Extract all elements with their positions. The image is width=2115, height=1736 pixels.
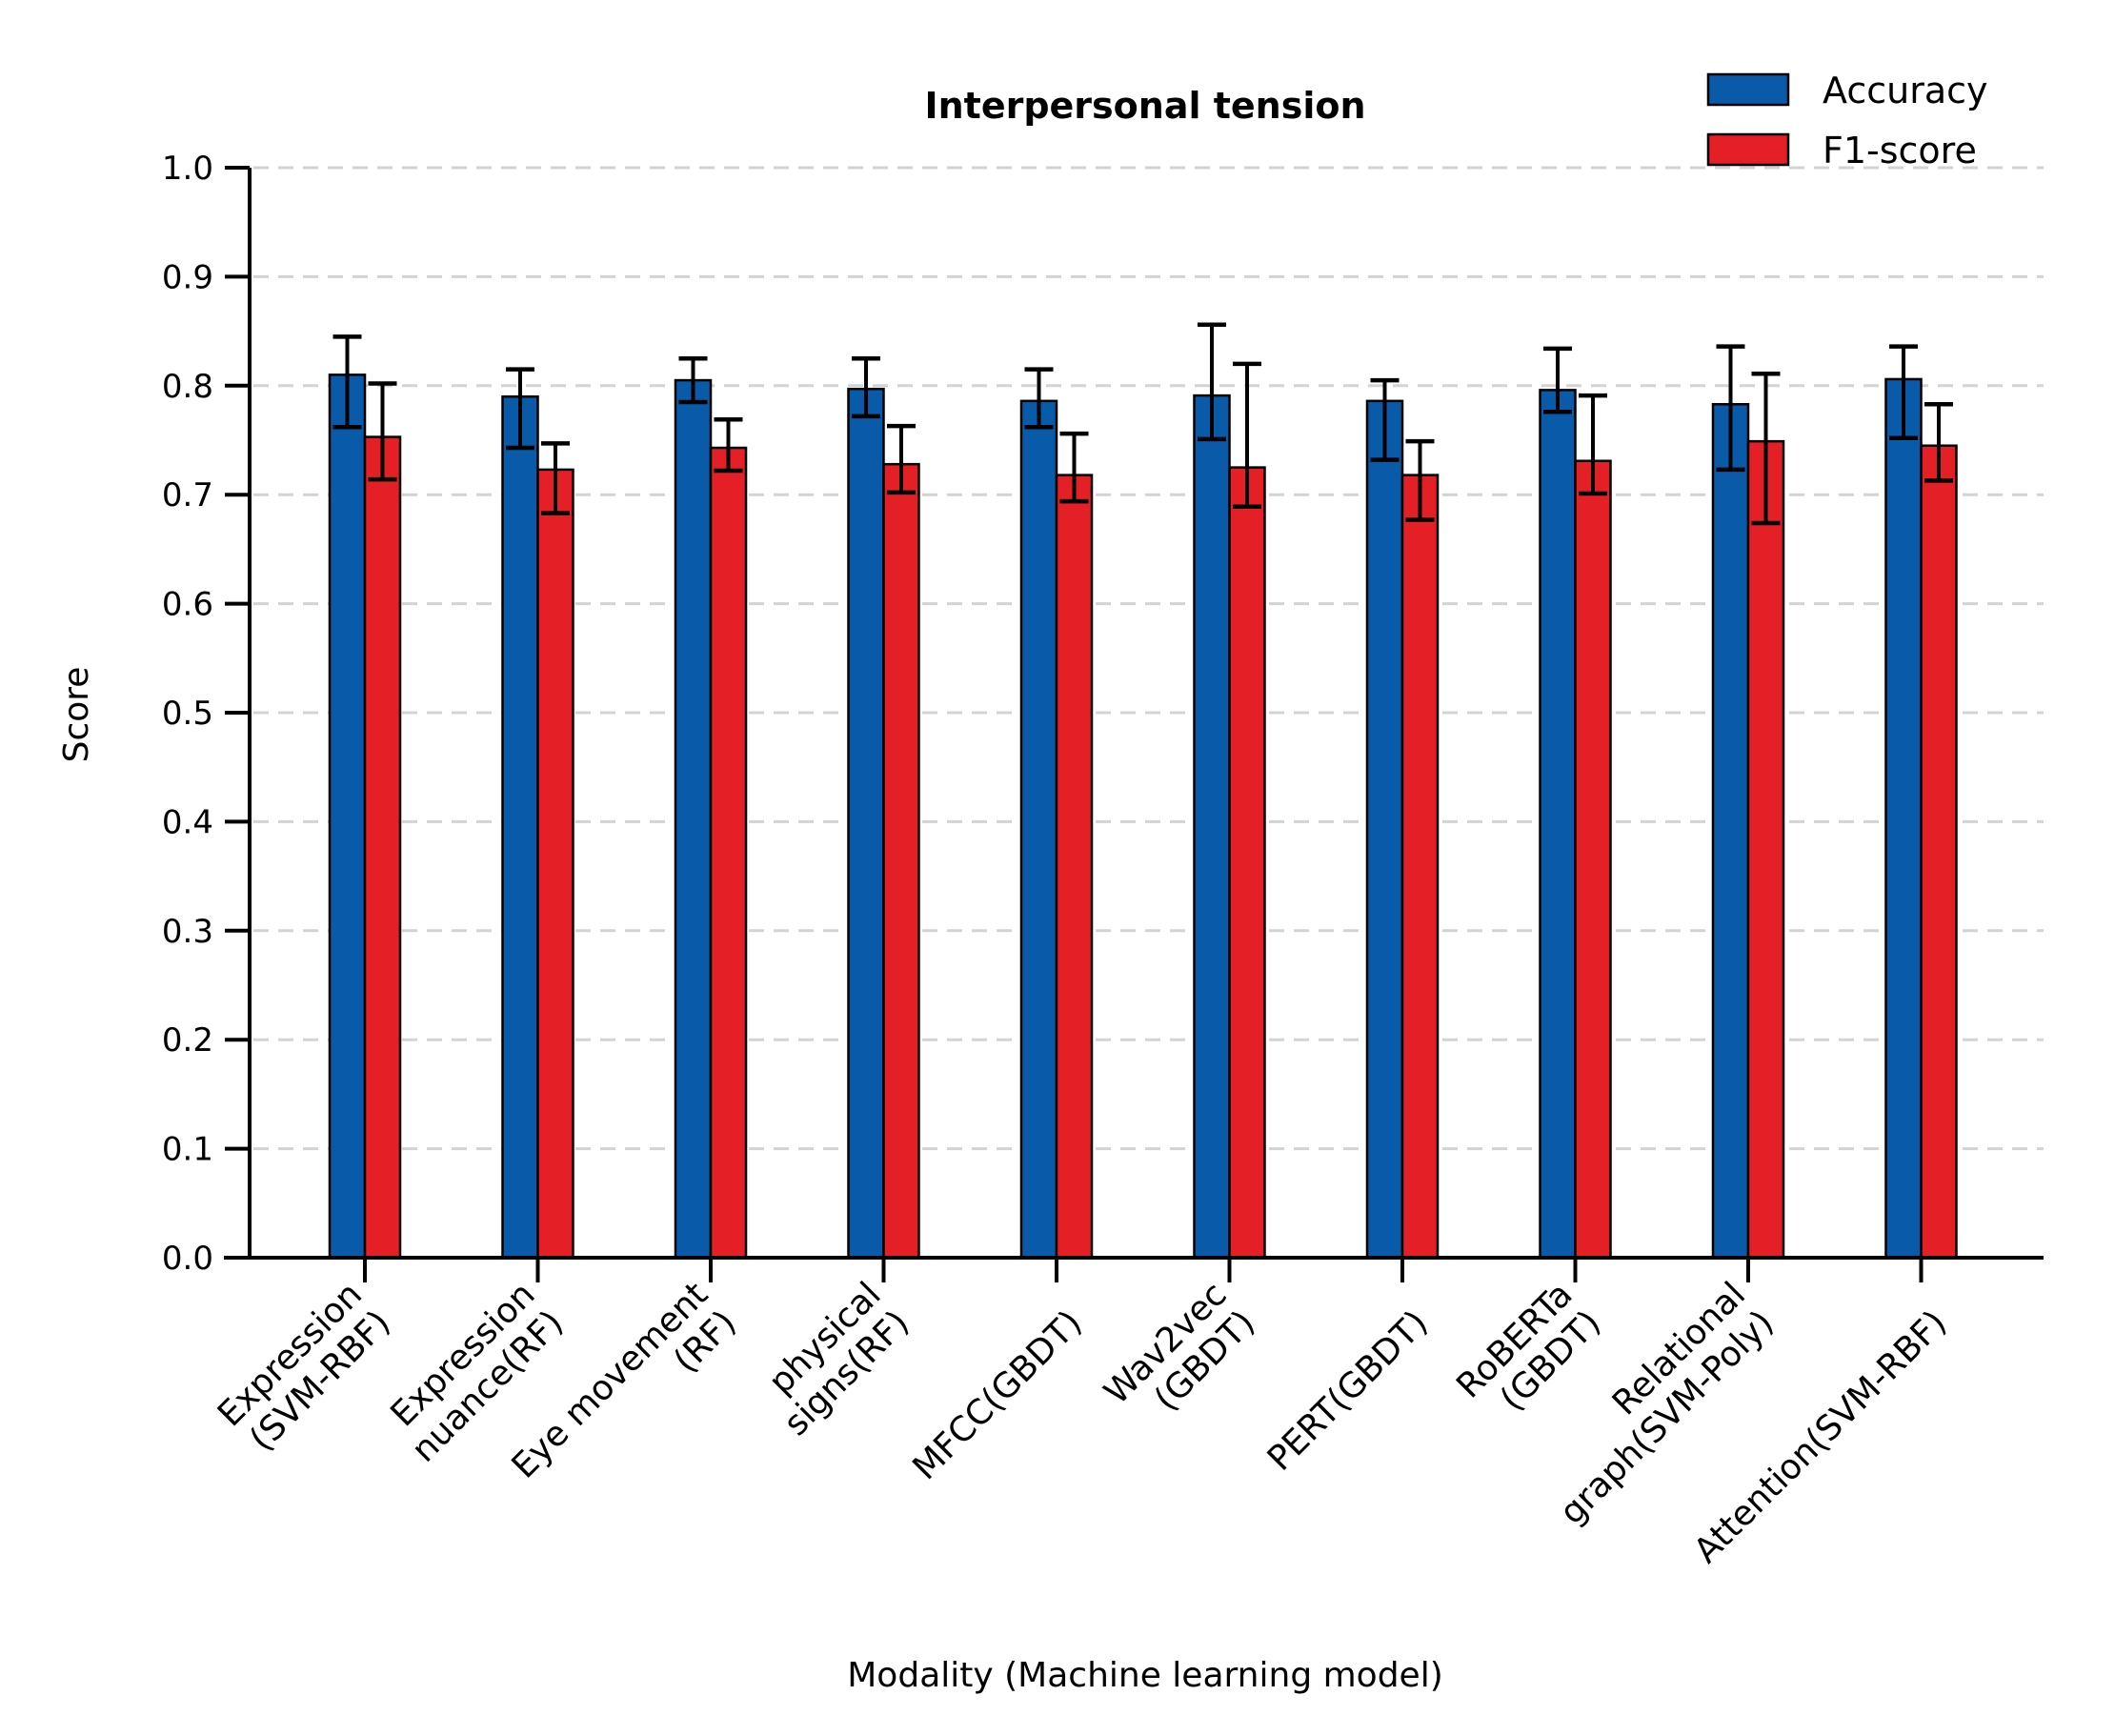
x-ticks: Expression(SVM-RBF)Expressionnuance(RF)E… <box>211 1258 1954 1571</box>
bar-f1-score <box>1746 439 1785 1260</box>
bar-accuracy <box>1539 389 1577 1260</box>
legend-swatch-f1-score <box>1706 132 1790 167</box>
y-tick-label: 0.1 <box>162 1131 213 1169</box>
x-axis-label: Modality (Machine learning model) <box>847 1656 1443 1695</box>
bar-f1-score <box>1400 474 1440 1260</box>
bar-f1-score <box>1574 459 1612 1260</box>
bar-f1-score <box>709 446 748 1260</box>
x-tick-label: RoBERTa(GBDT) <box>1449 1275 1608 1434</box>
bar-accuracy <box>1193 394 1231 1260</box>
bar-f1-score <box>536 468 574 1260</box>
y-tick-label: 0.3 <box>162 913 213 951</box>
bar-accuracy <box>674 378 713 1260</box>
y-tick-label: 0.4 <box>162 803 213 841</box>
x-tick-label: PERT(GBDT) <box>1260 1303 1436 1479</box>
y-tick-label: 1.0 <box>162 150 213 188</box>
bar-accuracy <box>847 387 885 1260</box>
y-axis-label: Score <box>57 667 96 763</box>
bar-f1-score <box>1920 444 1958 1260</box>
y-tick-label: 0.9 <box>162 258 213 296</box>
bar-f1-score <box>363 435 402 1260</box>
bar-accuracy <box>1884 377 1923 1260</box>
y-tick-label: 0.7 <box>162 476 213 515</box>
x-tick-label: physicalsigns(RF) <box>749 1275 917 1443</box>
bars <box>328 373 1958 1260</box>
x-tick-label: Wav2vec(GBDT) <box>1098 1275 1263 1441</box>
bar-accuracy <box>501 394 539 1260</box>
y-tick-label: 0.0 <box>162 1240 213 1278</box>
x-tick-label: MFCC(GBDT) <box>905 1303 1089 1487</box>
bar-accuracy <box>1365 399 1404 1260</box>
bar-accuracy <box>1711 402 1750 1260</box>
bar-accuracy <box>1019 399 1058 1260</box>
bar-f1-score <box>1055 474 1094 1260</box>
y-tick-label: 0.2 <box>162 1021 213 1060</box>
bar-accuracy <box>328 373 367 1260</box>
y-tick-label: 0.6 <box>162 586 213 624</box>
chart-title: Interpersonal tension <box>924 85 1365 127</box>
y-tick-label: 0.5 <box>162 695 213 733</box>
bar-f1-score <box>1228 466 1266 1260</box>
legend-label: F1-score <box>1823 130 1977 172</box>
y-ticks: 0.0 0.1 0.2 0.3 0.4 0.5 0.6 0.7 0.8 0.9 1.0 <box>162 150 250 1278</box>
error-bars <box>332 322 1953 526</box>
bar-f1-score <box>882 462 920 1260</box>
legend-swatch-accuracy <box>1706 72 1790 107</box>
x-tick-label: Expression(SVM-RBF) <box>211 1275 398 1463</box>
legend-label: Accuracy <box>1823 70 1988 111</box>
y-tick-label: 0.8 <box>162 368 213 406</box>
legend: Accuracy F1-score <box>1706 70 1988 172</box>
